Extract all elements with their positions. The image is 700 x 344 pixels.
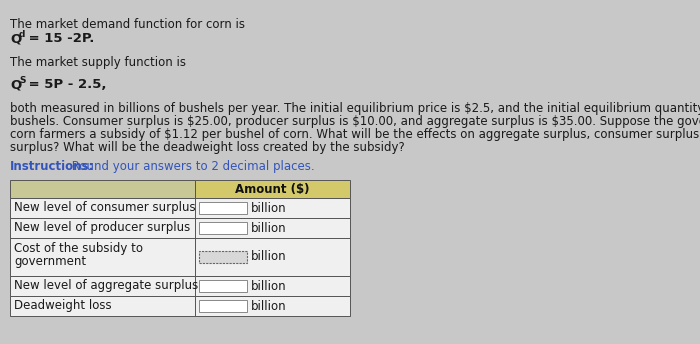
Bar <box>10 198 195 218</box>
Bar <box>199 300 247 312</box>
Bar <box>195 180 350 198</box>
Text: d: d <box>19 30 25 39</box>
Text: Instructions:: Instructions: <box>10 160 94 173</box>
Text: billion: billion <box>251 300 286 312</box>
Bar <box>10 276 195 296</box>
Text: New level of aggregate surplus: New level of aggregate surplus <box>14 279 198 292</box>
Bar <box>10 180 195 198</box>
Bar <box>199 280 247 292</box>
Bar <box>195 296 350 316</box>
Bar <box>195 198 350 218</box>
Text: bushels. Consumer surplus is $25.00, producer surplus is $10.00, and aggregate s: bushels. Consumer surplus is $25.00, pro… <box>10 115 700 128</box>
Bar <box>195 218 350 238</box>
Text: corn farmers a subsidy of $1.12 per bushel of corn. What will be the effects on : corn farmers a subsidy of $1.12 per bush… <box>10 128 700 141</box>
Text: Round your answers to 2 decimal places.: Round your answers to 2 decimal places. <box>68 160 314 173</box>
Text: Deadweight loss: Deadweight loss <box>14 300 111 312</box>
Bar <box>195 276 350 296</box>
Bar <box>10 238 195 276</box>
Text: billion: billion <box>251 202 286 215</box>
FancyBboxPatch shape <box>199 251 247 263</box>
Text: S: S <box>19 76 25 85</box>
Text: New level of producer surplus: New level of producer surplus <box>14 222 190 235</box>
Text: The market supply function is: The market supply function is <box>10 56 186 69</box>
Text: billion: billion <box>251 222 286 235</box>
Text: both measured in billions of bushels per year. The initial equilibrium price is : both measured in billions of bushels per… <box>10 102 700 115</box>
Text: government: government <box>14 255 86 268</box>
Text: surplus? What will be the deadweight loss created by the subsidy?: surplus? What will be the deadweight los… <box>10 141 405 154</box>
Text: = 5P - 2.5,: = 5P - 2.5, <box>24 78 106 91</box>
Bar <box>195 238 350 276</box>
Text: Q: Q <box>10 78 21 91</box>
Bar <box>10 218 195 238</box>
Text: = 15 -2P.: = 15 -2P. <box>24 32 94 45</box>
Text: Cost of the subsidy to: Cost of the subsidy to <box>14 242 143 255</box>
Text: New level of consumer surplus: New level of consumer surplus <box>14 202 195 215</box>
Text: Amount ($): Amount ($) <box>235 183 309 195</box>
Text: Q: Q <box>10 32 21 45</box>
Bar <box>199 222 247 234</box>
Text: billion: billion <box>251 279 286 292</box>
Bar <box>199 202 247 214</box>
Text: The market demand function for corn is: The market demand function for corn is <box>10 18 245 31</box>
Bar <box>10 296 195 316</box>
Text: billion: billion <box>251 250 286 264</box>
